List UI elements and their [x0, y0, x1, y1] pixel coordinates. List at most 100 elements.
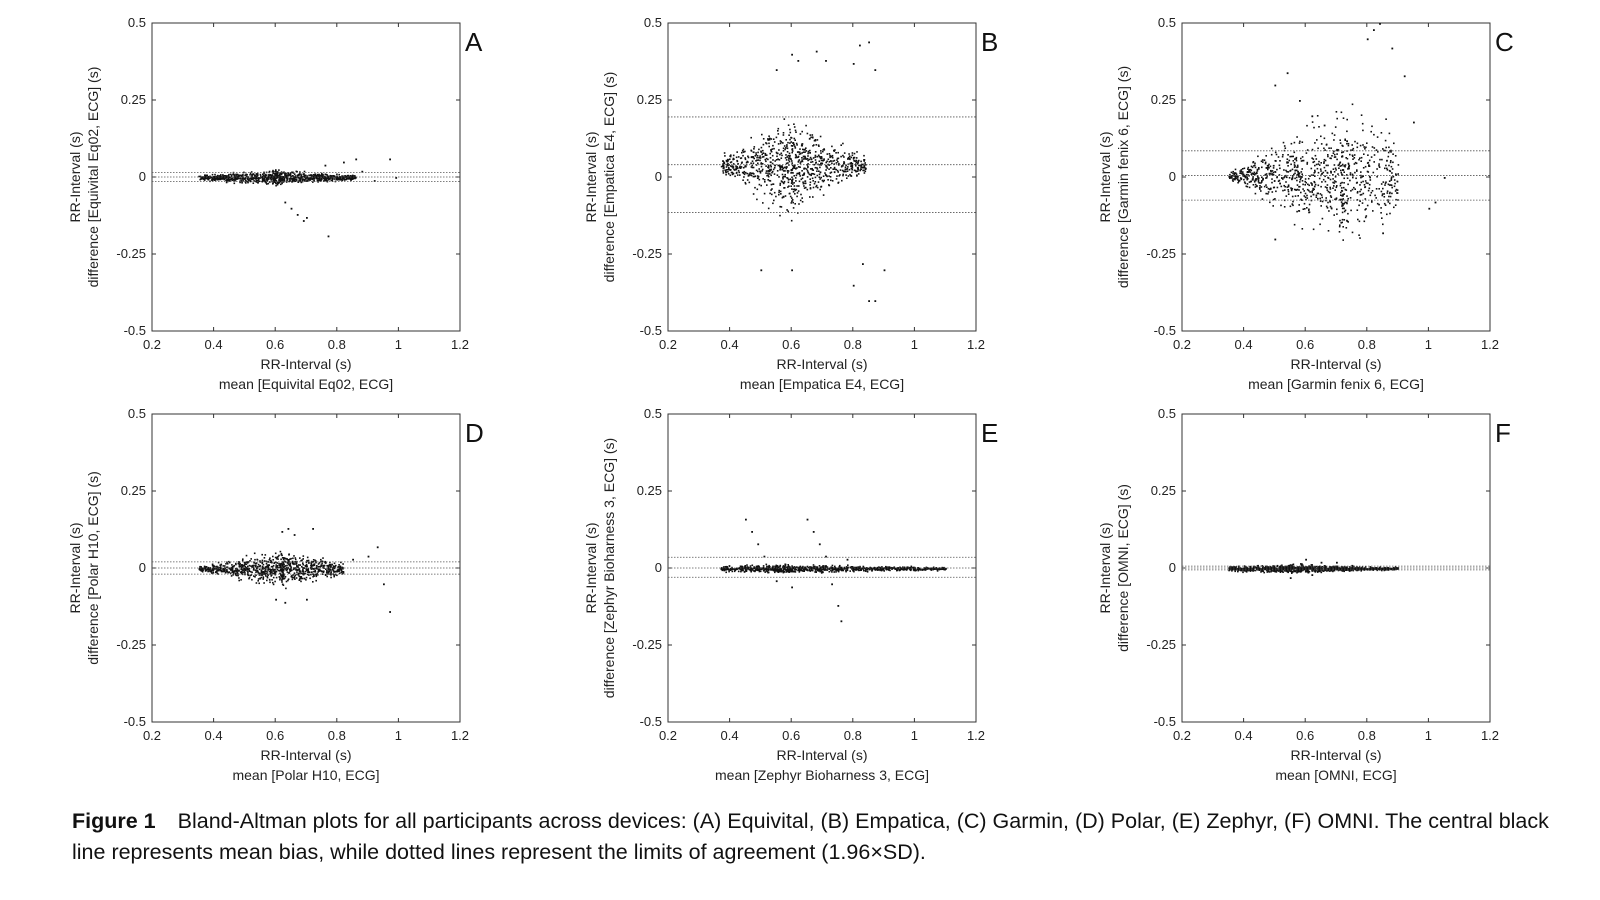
scatter-point — [288, 559, 290, 561]
scatter-point — [853, 169, 856, 172]
scatter-point — [1234, 168, 1237, 171]
scatter-point — [1364, 186, 1366, 189]
scatter-point — [777, 570, 780, 572]
scatter-point — [1274, 198, 1276, 200]
scatter-point — [1298, 176, 1300, 178]
scatter-point — [756, 159, 758, 162]
scatter-point — [741, 161, 743, 164]
scatter-point — [850, 165, 852, 167]
scatter-point — [252, 566, 255, 568]
scatter-point — [1327, 155, 1329, 158]
scatter-point — [266, 179, 268, 181]
scatter-point — [1386, 169, 1389, 171]
scatter-point — [1364, 180, 1367, 182]
y-axis-label-sub: difference [OMNI, ECG] (s) — [1115, 484, 1131, 652]
scatter-point — [1283, 176, 1285, 179]
scatter-point — [781, 196, 784, 199]
scatter-point — [787, 210, 789, 213]
scatter-point — [1336, 158, 1338, 161]
scatter-point — [863, 569, 865, 572]
scatter-point — [807, 152, 809, 155]
scatter-point-outlier — [1428, 207, 1431, 210]
scatter-point — [736, 151, 738, 153]
scatter-point — [780, 180, 783, 182]
scatter-point — [321, 174, 323, 176]
scatter-point — [790, 136, 792, 139]
y-tick-label: -0.25 — [116, 637, 146, 652]
scatter-point — [1326, 207, 1329, 209]
scatter-point — [305, 178, 307, 181]
scatter-point — [792, 142, 794, 144]
scatter-point — [803, 568, 805, 570]
scatter-point — [1334, 198, 1336, 201]
scatter-point — [1384, 182, 1387, 185]
scatter-point — [310, 568, 313, 570]
scatter-point — [802, 148, 804, 151]
scatter-point — [1273, 164, 1275, 167]
scatter-point — [767, 172, 769, 175]
scatter-point — [778, 189, 780, 192]
scatter-point — [289, 179, 291, 181]
scatter-point — [261, 565, 264, 568]
scatter-point — [1346, 174, 1348, 176]
scatter-point — [230, 175, 233, 178]
scatter-point — [792, 178, 794, 180]
scatter-point — [261, 178, 264, 181]
scatter-point — [1282, 189, 1284, 192]
x-tick-label: 1 — [1425, 337, 1432, 352]
scatter-point — [782, 176, 784, 178]
scatter-point — [876, 568, 878, 571]
scatter-point — [802, 182, 805, 185]
scatter-points — [1228, 558, 1399, 579]
scatter-point — [1388, 164, 1390, 167]
scatter-point — [857, 168, 860, 171]
scatter-point — [1341, 163, 1344, 166]
scatter-point — [779, 214, 781, 217]
scatter-point — [1362, 167, 1365, 169]
scatter-point — [819, 178, 821, 180]
scatter-point — [297, 572, 300, 575]
scatter-point — [804, 156, 806, 158]
scatter-point — [738, 166, 741, 169]
scatter-point — [1312, 174, 1315, 176]
scatter-point — [226, 563, 229, 565]
scatter-point — [901, 568, 903, 571]
scatter-point — [793, 566, 796, 568]
scatter-point — [938, 568, 941, 571]
scatter-point — [767, 568, 770, 570]
scatter-point — [241, 175, 243, 178]
scatter-point — [829, 172, 832, 174]
scatter-point — [285, 172, 287, 175]
scatter-point — [765, 154, 768, 156]
scatter-point — [786, 151, 789, 153]
scatter-point — [762, 155, 765, 158]
scatter-point — [1394, 204, 1397, 206]
scatter-point — [1359, 200, 1361, 202]
panel-d: 0.2 0.4 0.6 0.8 1 1.20.50.250-0.25-0.5RR-Inte… — [67, 406, 484, 783]
scatter-point — [887, 566, 889, 568]
scatter-point — [207, 178, 209, 180]
scatter-point — [1362, 192, 1365, 195]
scatter-point — [783, 118, 786, 120]
scatter-point — [249, 179, 252, 182]
scatter-point — [818, 170, 820, 172]
scatter-point — [786, 147, 789, 150]
scatter-point — [899, 568, 901, 571]
scatter-point — [801, 143, 804, 145]
scatter-point — [832, 168, 834, 170]
scatter-point — [199, 175, 202, 178]
scatter-point — [1344, 138, 1346, 141]
scatter-point — [1229, 173, 1231, 176]
scatter-point — [226, 566, 229, 568]
scatter-point — [869, 568, 871, 570]
scatter-point — [328, 569, 331, 571]
scatter-point — [766, 565, 768, 568]
scatter-point — [315, 573, 317, 576]
scatter-point — [1368, 175, 1371, 178]
scatter-point — [785, 159, 788, 161]
scatter-point — [220, 569, 223, 572]
scatter-point — [302, 555, 305, 557]
scatter-point — [335, 570, 337, 573]
scatter-point — [303, 175, 306, 177]
x-axis-label-sub: mean [Zephyr Bioharness 3, ECG] — [715, 767, 929, 783]
